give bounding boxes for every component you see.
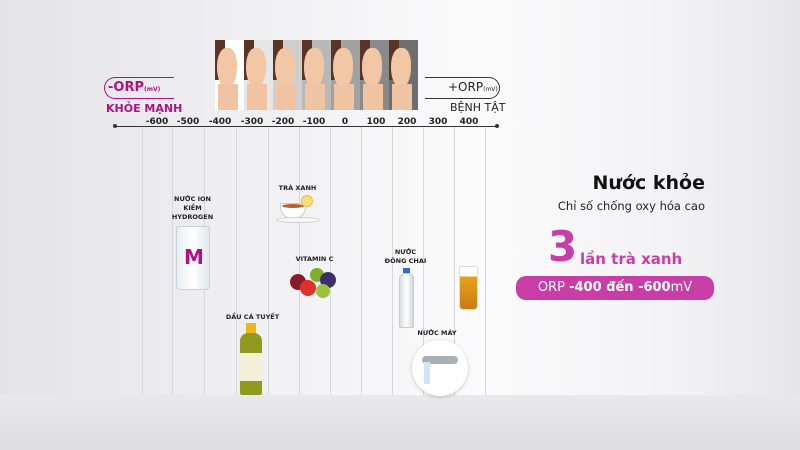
green-tea-label: TRÀ XANH	[278, 184, 317, 192]
orp-unit: (mV)	[483, 86, 498, 93]
badge-value-max: -600	[638, 280, 671, 295]
wall-line	[454, 126, 455, 396]
healthy-caption: KHỎE MẠNH	[106, 102, 183, 115]
tick-label: 300	[428, 117, 448, 127]
orp-negative-label: -ORP(mV)	[108, 80, 160, 95]
face-image	[360, 40, 389, 110]
cod-liver-oil-label: DẦU CÁ TUYẾT	[225, 313, 280, 321]
panel-subtitle: Chỉ số chống oxy hóa cao	[557, 199, 705, 213]
orp-positive-label: +ORP(mV)	[448, 80, 498, 94]
floor	[0, 395, 800, 450]
wall-line	[172, 126, 173, 396]
wall-line	[299, 126, 300, 396]
multiplier-number: 3	[548, 222, 578, 271]
wall-line	[485, 126, 486, 396]
tick-label: 200	[397, 117, 417, 127]
wall-line	[268, 126, 269, 396]
water-bottle-image	[398, 268, 415, 328]
disease-caption: BỆNH TẬT	[450, 101, 506, 114]
tick-label: -100	[302, 117, 326, 127]
wall-line	[236, 126, 237, 396]
orp-label: +ORP	[448, 80, 484, 94]
left-bracket	[104, 77, 174, 99]
right-bracket	[425, 77, 500, 99]
face-image	[302, 40, 331, 110]
wall-line	[142, 126, 143, 396]
badge-prefix: ORP	[537, 280, 570, 295]
vitamin-c-label: VITAMIN C	[295, 255, 334, 263]
faucet-image	[412, 340, 468, 396]
fruits-image	[288, 266, 340, 300]
panel-title: Nước khỏe	[592, 172, 705, 194]
face-image	[215, 40, 244, 110]
badge-value-min: -400	[569, 280, 602, 295]
tick-label: -400	[208, 117, 232, 127]
tick-label: -600	[145, 117, 169, 127]
wall-line	[361, 126, 362, 396]
comparison-text: lần trà xanh	[580, 250, 683, 268]
bottled-water-label: NƯỚC ĐÓNG CHAI	[384, 248, 427, 265]
wall-line	[330, 126, 331, 396]
tick-label: -300	[240, 117, 264, 127]
face-image	[273, 40, 302, 110]
badge-connector: đến	[601, 280, 639, 295]
water-glass-image: M	[176, 226, 210, 290]
tick-label: -200	[271, 117, 295, 127]
tick-label: 100	[366, 117, 386, 127]
orp-unit: (mV)	[144, 86, 161, 93]
tap-water-label: NƯỚC MÁY	[417, 329, 457, 337]
fish-oil-bottle-image	[236, 323, 266, 395]
hydrogen-water-label: NƯỚC ION KIỀM HYDROGEN	[171, 195, 214, 221]
orp-range-badge: ORP -400 đến -600mV	[516, 276, 714, 300]
tick-label: -500	[176, 117, 200, 127]
face-image	[389, 40, 418, 110]
wall-line	[423, 126, 424, 396]
beer-glass-image	[459, 266, 478, 310]
tea-cup-image	[276, 195, 322, 223]
wall-line	[392, 126, 393, 396]
orp-axis	[113, 124, 499, 128]
face-image	[244, 40, 273, 110]
badge-unit: mV	[670, 280, 693, 295]
orp-label: -ORP	[108, 80, 144, 95]
tick-label: 400	[459, 117, 479, 127]
brand-logo: M	[184, 245, 204, 269]
face-image	[331, 40, 360, 110]
tick-label: 0	[341, 117, 349, 127]
